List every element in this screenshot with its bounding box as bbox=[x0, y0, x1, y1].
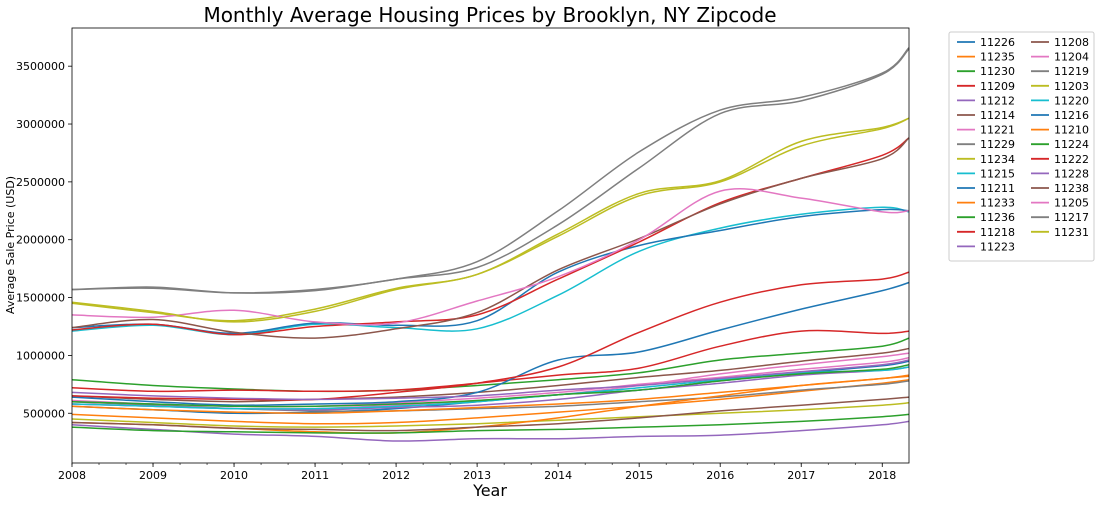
series-line-11238 bbox=[71, 137, 910, 339]
legend-label-11221: 11221 bbox=[980, 124, 1015, 137]
series-line-11228 bbox=[71, 359, 910, 401]
x-tick-label: 2008 bbox=[58, 469, 86, 482]
legend-label-11209: 11209 bbox=[980, 80, 1015, 93]
legend-label-11212: 11212 bbox=[980, 94, 1015, 107]
x-axis: 2008 2009 2010 2011 2012 2013 2014 2015 2016 2017… bbox=[58, 463, 896, 482]
legend-label-11214: 11214 bbox=[980, 109, 1015, 122]
series-line-11208 bbox=[71, 396, 910, 432]
series-line-11219 bbox=[71, 47, 910, 294]
series-line-11205 bbox=[71, 188, 910, 326]
legend-label-11205: 11205 bbox=[1054, 197, 1089, 210]
y-tick-label: 2000000 bbox=[16, 234, 65, 247]
plot-area bbox=[71, 47, 910, 442]
plot-frame bbox=[71, 27, 910, 464]
series-line-11235 bbox=[71, 378, 910, 425]
y-axis-label: Average Sale Price (USD) bbox=[4, 176, 17, 314]
legend-label-11210: 11210 bbox=[1054, 124, 1089, 137]
x-axis-label: Year bbox=[472, 481, 507, 500]
series-line-11236 bbox=[71, 413, 910, 434]
legend-label-11217: 11217 bbox=[1054, 211, 1089, 224]
legend-frame bbox=[948, 31, 1095, 262]
legend-label-11222: 11222 bbox=[1054, 153, 1089, 166]
series-line-11210 bbox=[71, 374, 910, 415]
series-line-11218 bbox=[71, 271, 910, 401]
x-tick-label: 2016 bbox=[706, 469, 734, 482]
y-tick-label: 3000000 bbox=[16, 118, 65, 131]
legend-label-11220: 11220 bbox=[1054, 94, 1089, 107]
legend-label-11229: 11229 bbox=[980, 138, 1015, 151]
x-tick-label: 2013 bbox=[463, 469, 491, 482]
chart-title: Monthly Average Housing Prices by Brookl… bbox=[203, 3, 776, 27]
legend-label-11208: 11208 bbox=[1054, 36, 1089, 49]
x-tick-label: 2014 bbox=[544, 469, 572, 482]
legend-label-11224: 11224 bbox=[1054, 138, 1089, 151]
legend-label-11231: 11231 bbox=[1054, 226, 1089, 239]
y-tick-label: 500000 bbox=[23, 407, 65, 420]
legend-label-11234: 11234 bbox=[980, 153, 1015, 166]
series-line-11234 bbox=[71, 402, 910, 428]
y-tick-label: 1000000 bbox=[16, 349, 65, 362]
x-tick-label: 2009 bbox=[139, 469, 167, 482]
legend-label-11211: 11211 bbox=[980, 182, 1015, 195]
y-tick-label: 2500000 bbox=[16, 176, 65, 189]
series-line-11220 bbox=[71, 366, 910, 410]
series-line-11216 bbox=[71, 208, 910, 335]
y-tick-label: 3500000 bbox=[16, 60, 65, 73]
series-line-11212 bbox=[71, 420, 910, 442]
legend-label-11203: 11203 bbox=[1054, 80, 1089, 93]
legend-label-11236: 11236 bbox=[980, 211, 1015, 224]
series-line-11224 bbox=[71, 363, 910, 408]
legend-label-11216: 11216 bbox=[1054, 109, 1089, 122]
legend-label-11219: 11219 bbox=[1054, 65, 1089, 78]
series-line-11222 bbox=[71, 137, 910, 336]
legend-label-11230: 11230 bbox=[980, 65, 1015, 78]
x-tick-label: 2010 bbox=[220, 469, 248, 482]
series-line-11217 bbox=[71, 48, 910, 294]
legend-label-11238: 11238 bbox=[1054, 182, 1089, 195]
legend-label-11226: 11226 bbox=[980, 36, 1015, 49]
series-line-11209 bbox=[71, 329, 910, 393]
legend-label-11223: 11223 bbox=[980, 240, 1015, 253]
x-tick-label: 2015 bbox=[625, 469, 653, 482]
x-tick-label: 2018 bbox=[868, 469, 896, 482]
legend-label-11218: 11218 bbox=[980, 226, 1015, 239]
series-line-11211 bbox=[71, 281, 910, 407]
x-tick-label: 2017 bbox=[787, 469, 815, 482]
legend-label-11233: 11233 bbox=[980, 197, 1015, 210]
x-tick-label: 2011 bbox=[301, 469, 329, 482]
legend-label-11215: 11215 bbox=[980, 167, 1015, 180]
y-axis: 500000 1000000 1500000 2000000 2500000 300000… bbox=[16, 60, 72, 420]
series-line-11231 bbox=[71, 117, 910, 323]
y-tick-label: 1500000 bbox=[16, 292, 65, 305]
legend-label-11235: 11235 bbox=[980, 51, 1015, 64]
series-line-11214 bbox=[71, 347, 910, 403]
x-tick-label: 2012 bbox=[382, 469, 410, 482]
legend-label-11228: 11228 bbox=[1054, 167, 1089, 180]
series-line-11230 bbox=[71, 337, 910, 393]
legend-label-11204: 11204 bbox=[1054, 51, 1089, 64]
